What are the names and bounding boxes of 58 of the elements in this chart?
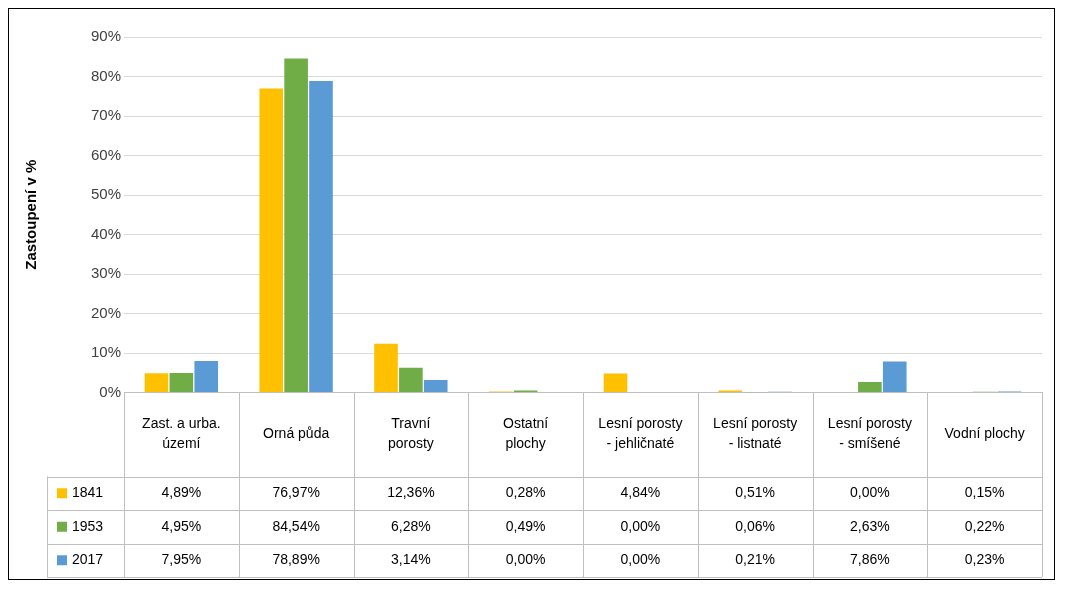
bar (399, 367, 423, 392)
bar (284, 58, 308, 392)
bar (309, 80, 333, 392)
data-label: 0,00% (620, 551, 661, 568)
data-label: 6,28% (391, 517, 431, 534)
legend-label: 2017 (72, 551, 104, 568)
data-label: 0,23% (964, 551, 1005, 568)
bar (882, 361, 907, 392)
x-tick-label: Lesní porosty - jehličnaté (598, 415, 683, 452)
data-label: 3,14% (391, 551, 431, 568)
data-label: 0,49% (505, 517, 546, 534)
y-tick-label: 90% (90, 27, 121, 45)
x-tick-label: Orná půda (263, 425, 330, 442)
legend-label: 1953 (72, 517, 104, 534)
data-label: 4,89% (161, 484, 202, 501)
data-label: 7,95% (161, 551, 202, 568)
bar (423, 380, 448, 392)
data-label: 0,06% (735, 517, 775, 534)
bar (603, 373, 628, 392)
data-label: 0,51% (735, 484, 775, 501)
data-label: 0,15% (964, 484, 1005, 501)
y-tick-label: 70% (90, 106, 121, 124)
y-tick-label: 0% (99, 382, 121, 400)
x-tick-label: Travní porosty (387, 415, 434, 452)
y-axis-title: Zastoupení v % (22, 159, 40, 270)
bar (259, 88, 284, 392)
x-tick-label: Vodní plochy (944, 425, 1025, 442)
data-label: 78,89% (272, 551, 320, 568)
x-tick-label: Ostatní plochy (503, 415, 549, 452)
data-label: 0,28% (505, 484, 546, 501)
data-label: 84,54% (272, 517, 320, 534)
data-label: 12,36% (387, 484, 435, 501)
data-label: 0,00% (505, 551, 546, 568)
bar (169, 372, 194, 392)
data-label: 0,22% (964, 517, 1005, 534)
x-tick-label: Zast. a urba. území (142, 415, 221, 452)
y-tick-label: 30% (90, 264, 121, 282)
bar (144, 373, 169, 392)
y-tick-label: 50% (90, 185, 121, 203)
y-tick-label: 10% (90, 343, 121, 361)
data-label: 4,84% (620, 484, 661, 501)
data-label: 0,00% (850, 484, 890, 501)
x-tick-label: Lesní porosty - smíšené (827, 415, 912, 452)
y-tick-label: 80% (90, 66, 121, 84)
y-tick-label: 40% (90, 224, 121, 242)
data-label: 2,63% (850, 517, 890, 534)
legend-label: 1841 (72, 484, 104, 501)
bar (858, 382, 882, 392)
x-tick-label: Lesní porosty - listnaté (713, 415, 798, 452)
bar (374, 343, 398, 392)
data-label: 4,95% (161, 517, 202, 534)
y-tick-label: 20% (90, 303, 121, 321)
data-label: 76,97% (272, 484, 320, 501)
bar (194, 361, 219, 392)
data-label: 7,86% (850, 551, 890, 568)
data-label: 0,21% (735, 551, 775, 568)
data-label: 0,00% (620, 517, 661, 534)
y-tick-label: 60% (90, 145, 121, 163)
